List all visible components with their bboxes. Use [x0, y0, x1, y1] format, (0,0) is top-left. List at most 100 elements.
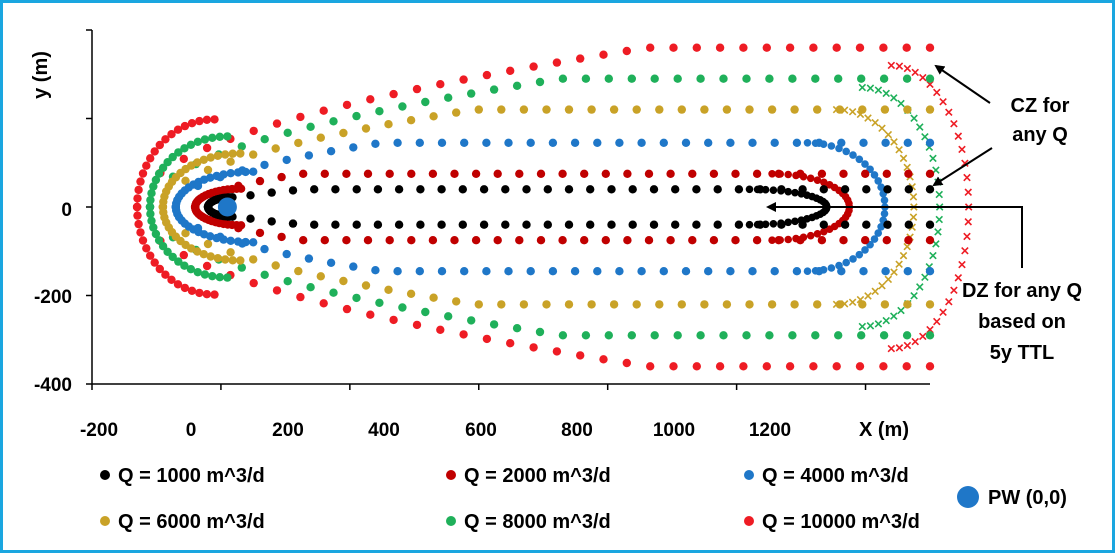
capture-zone-point: [186, 265, 196, 274]
capture-zone-point: [558, 331, 568, 340]
capture-zone-point: [179, 154, 188, 164]
capture-zone-point: [260, 244, 269, 254]
ttl-isochrone-point: [784, 170, 792, 179]
capture-zone-point: [881, 267, 890, 276]
capture-zone-point: [722, 105, 732, 114]
capture-zone-point: [902, 74, 912, 83]
capture-zone-point: [762, 362, 771, 371]
ttl-isochrone-point: [939, 308, 947, 316]
capture-zone-point: [416, 185, 425, 194]
capture-zone-point: [615, 138, 624, 147]
capture-zone-point: [543, 185, 552, 194]
capture-zone-point: [226, 169, 235, 178]
annotation-dz-line1: DZ for any Q: [962, 280, 1082, 302]
capture-zone-point: [688, 169, 697, 178]
capture-zone-point: [326, 258, 336, 267]
capture-zone-point: [150, 258, 159, 267]
capture-zone-point: [200, 135, 210, 144]
ttl-isochrone-point: [806, 231, 815, 240]
ttl-isochrone-point: [874, 320, 883, 328]
annotation-dz-line3: 5y TTL: [990, 342, 1054, 364]
capture-zone-point: [226, 157, 235, 166]
capture-zone-point: [283, 128, 292, 137]
capture-zone-point: [704, 267, 713, 276]
capture-zone-point: [238, 239, 247, 248]
ttl-isochrone-point: [761, 220, 770, 229]
capture-zone-point: [136, 228, 145, 237]
capture-zone-point: [576, 351, 585, 360]
annotation-dz-line2: based on: [978, 311, 1066, 333]
capture-zone-point: [767, 105, 777, 114]
capture-zone-point: [880, 300, 890, 309]
capture-zone-point: [195, 288, 204, 298]
ttl-isochrone-point: [827, 142, 836, 150]
capture-zone-point: [296, 112, 305, 122]
capture-zone-point: [623, 236, 632, 245]
capture-zone-point: [138, 169, 148, 178]
capture-zone-point: [329, 288, 338, 297]
capture-zone-point: [331, 220, 340, 229]
capture-zone-point: [147, 189, 156, 198]
capture-zone-point: [669, 362, 678, 371]
ttl-isochrone-point: [919, 73, 927, 82]
ttl-isochrone-point: [848, 108, 857, 116]
capture-zone-point: [237, 142, 246, 151]
capture-zone-point: [174, 257, 183, 266]
ttl-isochrone-point: [820, 178, 828, 187]
capture-zone-point: [173, 280, 183, 289]
capture-zone-point: [709, 236, 719, 245]
capture-zone-point: [294, 266, 303, 276]
capture-zone-point: [342, 304, 352, 314]
ttl-isochrone-point: [813, 230, 822, 238]
capture-zone-point: [134, 219, 143, 229]
capture-zone-point: [601, 236, 610, 245]
capture-zone-point: [206, 153, 215, 162]
capture-zone-point: [526, 138, 535, 147]
capture-zone-point: [215, 273, 224, 282]
capture-zone-point: [406, 116, 416, 125]
capture-zone-point: [361, 124, 371, 133]
ttl-isochrone-point: [933, 317, 941, 326]
capture-zone-point: [339, 128, 348, 138]
capture-zone-point: [649, 185, 659, 194]
ttl-isochrone-point: [877, 223, 885, 231]
capture-zone-point: [384, 285, 393, 294]
capture-zone-point: [925, 169, 935, 178]
capture-zone-point: [861, 169, 870, 178]
ttl-isochrone-point: [880, 209, 889, 218]
ttl-isochrone-point: [935, 215, 944, 224]
capture-zone-point: [700, 105, 709, 114]
capture-zone-point: [467, 89, 476, 98]
capture-zone-point: [474, 300, 483, 309]
capture-zone-point: [237, 263, 246, 272]
ttl-isochrone-point: [910, 114, 918, 122]
capture-zone-point: [283, 277, 292, 286]
capture-zone-point: [149, 223, 158, 232]
capture-zone-point: [790, 105, 799, 114]
capture-zone-point: [180, 261, 189, 270]
capture-zone-point: [398, 102, 407, 111]
ttl-isochrone-point: [745, 220, 754, 229]
capture-zone-point: [306, 122, 315, 131]
capture-zone-point: [650, 331, 659, 340]
capture-zone-point: [609, 105, 619, 114]
capture-zone-point: [883, 185, 892, 194]
capture-zone-point: [748, 138, 757, 147]
capture-zone-point: [316, 272, 325, 281]
capture-zone-point: [504, 138, 513, 147]
capture-zone-point: [228, 149, 237, 158]
capture-zone-point: [145, 202, 155, 212]
ttl-isochrone-point: [870, 235, 879, 243]
capture-zone-point: [482, 70, 492, 80]
ttl-isochrone-point: [832, 300, 841, 309]
ttl-isochrone-point: [897, 306, 905, 315]
ttl-isochrone-point: [882, 316, 890, 325]
ttl-isochrone-point: [864, 292, 872, 300]
ttl-isochrone-point: [963, 232, 971, 241]
ttl-isochrone-point: [911, 68, 919, 77]
capture-zone-point: [171, 202, 180, 212]
capture-zone-point: [681, 138, 691, 147]
capture-zone-point: [817, 236, 827, 245]
capture-zone-point: [226, 236, 235, 245]
